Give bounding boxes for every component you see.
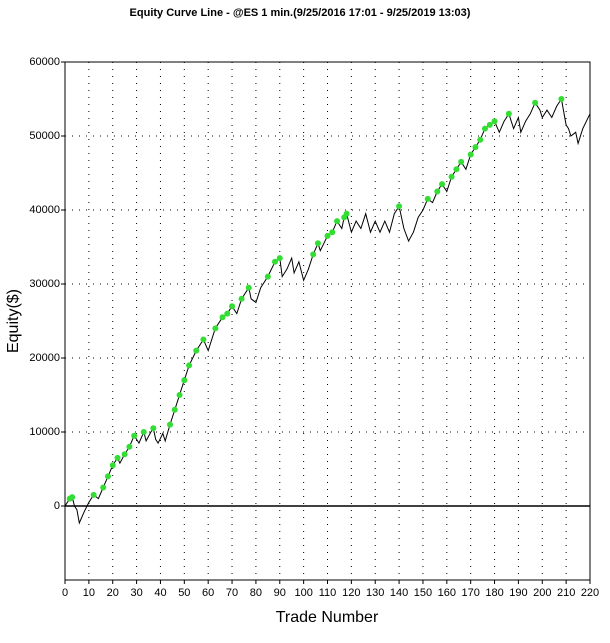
new-high-marker [90, 491, 97, 498]
new-high-marker [486, 121, 493, 128]
new-high-marker [439, 181, 446, 188]
x-tick-label: 90 [274, 587, 286, 599]
new-high-marker [264, 273, 271, 280]
x-tick-label: 180 [485, 587, 503, 599]
x-tick-label: 20 [107, 587, 119, 599]
new-high-marker [491, 118, 498, 125]
new-high-marker [558, 96, 565, 102]
x-tick-label: 50 [178, 587, 190, 599]
new-high-marker [505, 110, 512, 117]
x-tick-label: 70 [226, 587, 238, 599]
x-tick-label: 170 [462, 587, 480, 599]
x-tick-label: 100 [294, 587, 312, 599]
new-high-marker [276, 255, 283, 262]
y-tick-label: 20000 [29, 352, 60, 364]
new-high-marker [324, 232, 331, 239]
new-high-marker [453, 166, 460, 173]
x-tick-label: 140 [390, 587, 408, 599]
new-high-marker [200, 336, 207, 343]
new-high-marker [167, 421, 173, 428]
x-tick-label: 0 [62, 587, 68, 599]
new-high-marker [532, 99, 539, 106]
y-tick-label: 10000 [29, 426, 60, 438]
x-tick-label: 200 [533, 587, 551, 599]
chart-title: Equity Curve Line - @ES 1 min.(9/25/2016… [130, 7, 471, 19]
new-high-marker [272, 258, 278, 265]
new-high-marker [131, 432, 138, 439]
new-high-marker [140, 429, 147, 435]
x-tick-label: 210 [557, 587, 575, 599]
new-high-marker [310, 251, 317, 258]
y-axis-label: Equity($) [5, 289, 22, 353]
new-high-marker [212, 325, 219, 332]
x-tick-label: 10 [83, 587, 95, 599]
new-high-marker [114, 454, 121, 461]
new-high-marker [69, 494, 76, 501]
new-high-marker [448, 173, 455, 180]
x-tick-label: 110 [319, 587, 337, 599]
x-tick-label: 120 [342, 587, 360, 599]
new-high-marker [458, 158, 465, 165]
new-high-marker [224, 310, 231, 317]
new-high-marker [482, 125, 488, 132]
new-high-marker [434, 188, 441, 195]
new-high-marker [472, 144, 479, 151]
y-tick-label: 0 [54, 500, 60, 512]
new-high-marker [467, 151, 474, 158]
x-tick-label: 60 [202, 587, 214, 599]
x-tick-label: 220 [581, 587, 599, 599]
new-high-marker [171, 406, 178, 413]
y-tick-label: 30000 [29, 278, 60, 290]
x-tick-label: 160 [438, 587, 456, 599]
x-tick-label: 130 [366, 587, 384, 599]
new-high-marker [186, 362, 193, 369]
new-high-marker [181, 377, 188, 384]
new-high-marker [314, 240, 321, 247]
x-tick-label: 40 [154, 587, 166, 599]
new-high-marker [193, 347, 200, 354]
new-high-marker [343, 210, 350, 217]
new-high-marker [229, 303, 236, 310]
new-high-marker [329, 229, 336, 236]
y-tick-label: 40000 [29, 204, 60, 216]
new-high-marker [176, 392, 183, 398]
new-high-marker [100, 484, 107, 491]
x-tick-label: 80 [250, 587, 262, 599]
new-high-marker [126, 443, 133, 450]
new-high-marker [334, 218, 341, 225]
x-tick-label: 30 [130, 587, 142, 599]
y-tick-label: 60000 [29, 56, 60, 68]
new-high-marker [121, 451, 128, 458]
x-tick-label: 190 [509, 587, 527, 599]
x-axis-label: Trade Number [276, 609, 379, 626]
x-tick-label: 150 [414, 587, 432, 599]
y-tick-label: 50000 [29, 130, 60, 142]
new-high-marker [109, 462, 116, 469]
new-high-marker [245, 284, 252, 291]
new-high-marker [396, 203, 403, 210]
equity-line [64, 97, 591, 525]
new-high-marker [424, 195, 431, 202]
new-high-marker [238, 295, 245, 302]
new-high-marker [150, 425, 157, 432]
new-high-marker [477, 136, 484, 143]
new-high-marker [104, 473, 111, 480]
new-high-marker [219, 314, 226, 321]
